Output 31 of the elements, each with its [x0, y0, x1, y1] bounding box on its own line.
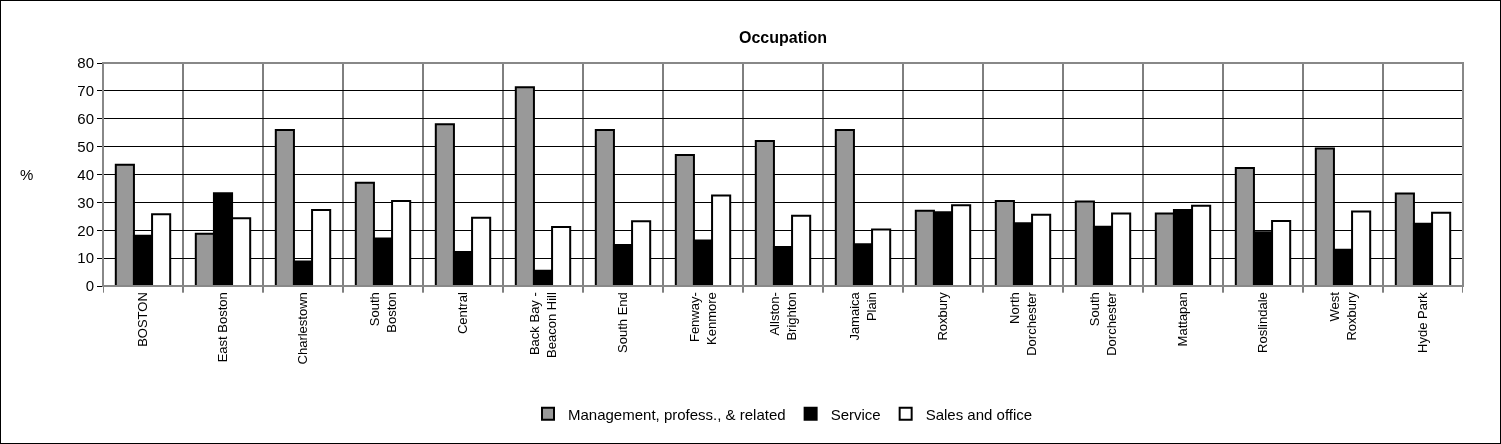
x-tick-label: West Roxbury [1326, 291, 1359, 341]
x-tick-label: BOSTON [135, 292, 151, 347]
x-tick-label: Back Bay - Beacon Hill [526, 292, 559, 358]
y-tick-label: 40 [77, 165, 94, 183]
y-tick-label: 70 [77, 82, 94, 100]
x-tick-label: Allston-Brighton [766, 292, 799, 341]
y-tick-label: 60 [77, 110, 94, 127]
x-tick-label: North Dorchester [1006, 291, 1039, 356]
x-tick-label: South End [615, 292, 631, 353]
legend-label: Service [830, 405, 881, 423]
y-tick-label: 20 [77, 221, 94, 239]
y-tick-label: 30 [77, 193, 94, 211]
x-tick-label: Fenway-Kenmore [686, 292, 719, 345]
x-tick-label: Jamaica Plain [846, 291, 879, 341]
y-tick-label: 50 [77, 137, 94, 155]
y-tick-label: 80 [77, 54, 94, 72]
y-tick-label: 10 [77, 249, 94, 267]
x-tick-label: Central [455, 292, 471, 335]
x-tick-label: Roxbury [935, 291, 951, 341]
x-tick-label: Roslindale [1255, 292, 1271, 353]
legend-label: Management, profess., & related [568, 405, 786, 423]
x-tick-label: Charlestown [295, 292, 311, 365]
y-tick-label: 0 [85, 277, 94, 295]
x-tick-label: South Boston [366, 292, 399, 333]
x-tick-label: East Boston [215, 292, 231, 363]
legend-label: Sales and office [925, 405, 1033, 423]
x-tick-label: Mattapan [1175, 292, 1191, 347]
chart-title: Occupation [738, 29, 828, 47]
y-axis-title: % [20, 166, 34, 183]
x-tick-label: South Dorchester [1086, 291, 1119, 356]
x-tick-label: Hyde Park [1415, 291, 1431, 353]
